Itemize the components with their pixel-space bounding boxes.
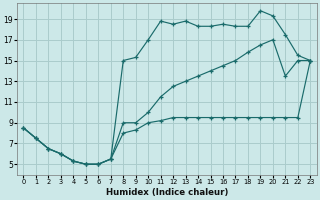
X-axis label: Humidex (Indice chaleur): Humidex (Indice chaleur) xyxy=(106,188,228,197)
